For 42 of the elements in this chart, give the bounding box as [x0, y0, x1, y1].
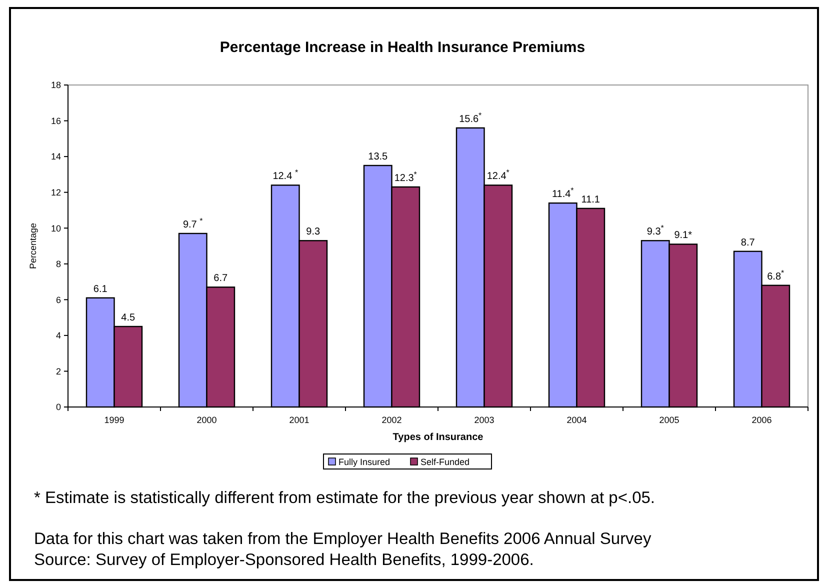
data-label: 15.6$^{*}$	[459, 110, 482, 125]
y-tick-label: 2	[56, 366, 61, 376]
data-label: 9.3	[306, 226, 321, 238]
data-label: 4.5	[121, 312, 136, 324]
legend-label: Fully Insured	[338, 457, 390, 467]
data-label: 9.7 $^{*}$	[182, 216, 203, 230]
y-axis-title: Percentage	[28, 222, 38, 270]
y-tick-label: 4	[56, 330, 61, 341]
data-label: 6.8$^{*}$	[767, 268, 784, 282]
y-tick-label: 0	[56, 402, 61, 412]
y-tick-label: 12	[50, 187, 61, 198]
y-tick-label: 6	[56, 294, 61, 305]
data-label: 12.4 $^{*}$	[272, 168, 298, 182]
x-tick-label: 2004	[566, 415, 587, 425]
data-label: 9.1*	[674, 230, 692, 242]
x-tick-label: 2002	[382, 415, 402, 425]
legend-label: Self-Funded	[420, 457, 470, 467]
data-label: 6.1	[93, 284, 108, 295]
source-note: Source: Survey of Employer-Sponsored Health Benefits, 1999-2006.	[34, 551, 534, 569]
y-tick-label: 18	[50, 80, 61, 90]
data-label: 9.3$^{*}$	[646, 223, 664, 238]
y-tick-label: 10	[50, 223, 61, 234]
text: Data for this chart was taken from the Employer Health Benefits 2006 Annual Survey	[34, 530, 652, 548]
data-label: 11.1	[581, 194, 600, 206]
y-tick-label: 8	[56, 259, 61, 270]
data-label: 8.7	[740, 237, 756, 248]
x-tick-label: 1999	[104, 415, 124, 425]
y-tick-label: 14	[50, 152, 61, 162]
x-axis-title: Types of Insurance	[392, 432, 484, 443]
data-label: 12.3$^{*}$	[394, 169, 417, 184]
x-tick-label: 2005	[659, 415, 680, 425]
data-label: 6.7	[214, 273, 228, 284]
x-tick-label: 2000	[196, 415, 217, 425]
x-tick-label: 2003	[474, 415, 494, 425]
text: * Estimate is statistically different from estimate for the previous year shown at p<.05.	[34, 489, 656, 507]
data-label: 11.4$^{*}$	[552, 186, 574, 200]
chart-title: Percentage Increase in Health Insurance Premiums	[220, 39, 586, 56]
y-tick-label: 16	[50, 116, 61, 126]
x-tick-label: 2006	[752, 415, 772, 425]
x-tick-label: 2001	[289, 415, 310, 425]
data-label: 12.4$^{*}$	[486, 168, 510, 182]
data-label: 13.5	[368, 152, 388, 162]
